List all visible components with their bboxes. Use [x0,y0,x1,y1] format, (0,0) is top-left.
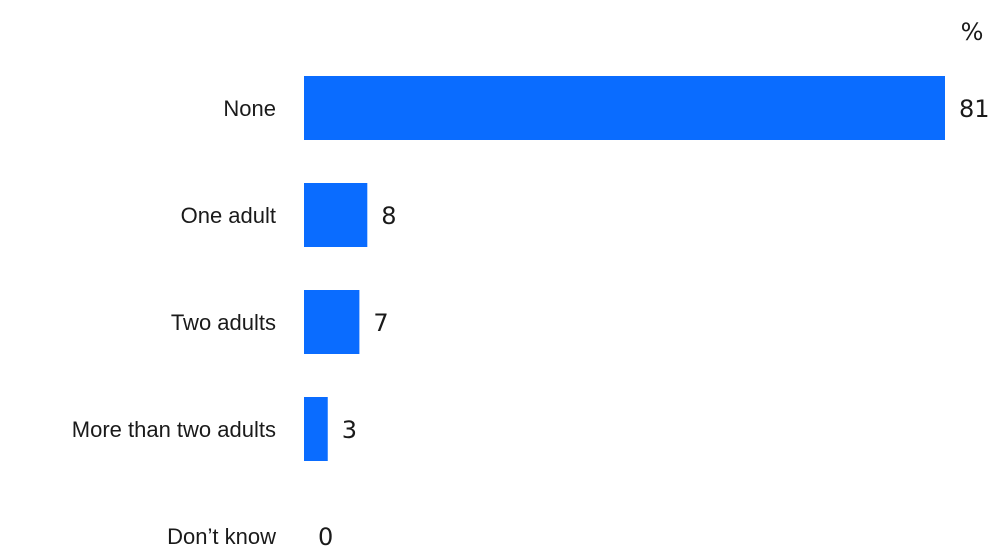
bars-group: None 81 One adult 8 Two adults 7 More than two… [72,76,990,551]
value-label: 7 [373,309,388,337]
category-label: Don’t know [167,524,276,549]
bar [304,76,945,140]
category-label: One adult [181,203,276,228]
unit-label: % [961,18,984,46]
category-label: More than two adults [72,417,276,442]
value-label: 81 [959,95,990,123]
value-label: 0 [318,523,333,551]
bar [304,397,328,461]
value-label: 8 [381,202,396,230]
value-label: 3 [342,416,357,444]
category-label: None [223,96,276,121]
category-label: Two adults [171,310,276,335]
bar [304,290,360,354]
bar [304,183,368,247]
